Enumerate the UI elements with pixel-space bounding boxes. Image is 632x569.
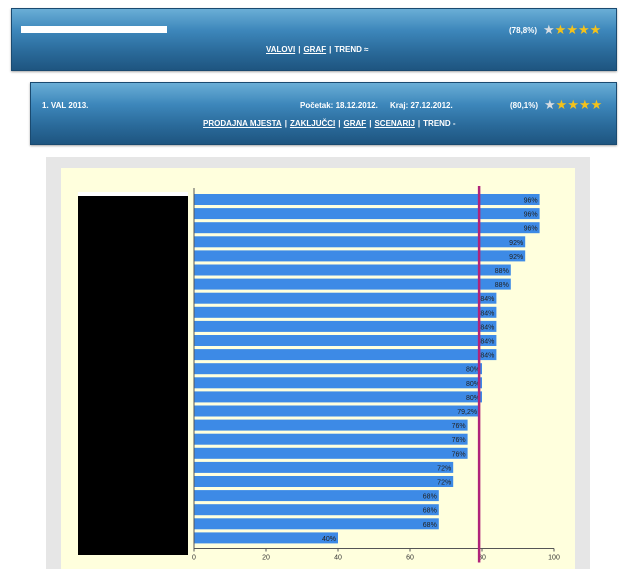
nav-scenarij-link[interactable]: SCENARIJ <box>374 119 415 128</box>
x-tick-label-60: 60 <box>406 555 414 562</box>
bar-8 <box>194 292 497 304</box>
bar-value-label-4: 92% <box>509 240 523 247</box>
bar-value-label-20: 72% <box>437 465 451 472</box>
bar-20 <box>194 461 454 473</box>
bar-21 <box>194 476 454 487</box>
bar-6 <box>194 264 511 276</box>
wave-end-date: Kraj: 27.12.2012. <box>390 101 453 110</box>
bar-18 <box>194 433 468 445</box>
wave-nav: PRODAJNA MJESTA | ZAKLJUČCI | GRAF | SCENARIJ |… <box>203 119 456 128</box>
bar-value-label-18: 76% <box>452 437 466 444</box>
bar-value-label-23: 68% <box>423 508 437 515</box>
wave-rating-value: (80,1%) <box>510 101 539 110</box>
bar-value-label-10: 84% <box>480 324 494 331</box>
wave-panel: 1. VAL 2013. Početak: 18.12.2012. Kraj: … <box>30 82 617 145</box>
bar-value-label-22: 68% <box>423 494 437 501</box>
bar-chart: 96%96%96%92%92%88%88%84%84%84%84%84%80%8… <box>78 186 560 563</box>
bar-value-label-8: 84% <box>480 296 494 303</box>
nav-trend-label: TREND ≈ <box>334 45 369 54</box>
bar-17 <box>194 419 468 431</box>
bar-12 <box>194 349 497 361</box>
bar-value-label-24: 68% <box>423 522 437 529</box>
x-tick-label-100: 100 <box>548 555 560 562</box>
x-tick-label-20: 20 <box>262 555 270 562</box>
bar-value-label-15: 80% <box>466 395 480 402</box>
chart-container: 96% 96% 96% 92% 92% 88% 88% 84% 84% 84% 84% 84% 80% 8… <box>46 157 590 569</box>
redacted-title <box>21 26 167 33</box>
nav-trend-label: TREND - <box>423 119 456 128</box>
x-axis: 0 20 40 60 80 100 <box>192 186 560 563</box>
bar-series: 96%96%96%92%92%88%88%84%84%84%84%84%80%8… <box>194 194 540 544</box>
bar-2 <box>194 208 540 220</box>
star-empty-icon: ★ <box>544 97 556 112</box>
bar-14 <box>194 377 482 389</box>
star-full-icon: ★ <box>567 97 579 112</box>
bar-16 <box>194 405 480 417</box>
nav-separator: | <box>284 119 287 128</box>
bar-3 <box>194 222 540 234</box>
star-empty-icon: ★ <box>543 22 555 37</box>
nav-zakljucci-link[interactable]: ZAKLJUČCI <box>289 119 336 128</box>
nav-graf-link[interactable]: GRAF <box>303 45 327 54</box>
bar-23 <box>194 504 439 516</box>
bar-value-label-25: 40% <box>322 536 336 543</box>
bar-value-label-12: 84% <box>480 353 494 360</box>
bar-value-label-2: 96% <box>524 212 538 219</box>
bar-value-label-21: 72% <box>437 480 451 487</box>
nav-graf-link[interactable]: GRAF <box>343 119 367 128</box>
redacted-category-labels <box>78 196 188 555</box>
star-full-icon: ★ <box>577 22 590 37</box>
bar-11 <box>194 335 497 346</box>
bar-25 <box>194 532 338 544</box>
bar-value-label-19: 76% <box>452 451 466 458</box>
star-full-icon: ★ <box>590 97 603 112</box>
bar-1 <box>194 194 540 205</box>
label-area-background <box>78 192 188 196</box>
wave-rating-stars: ★★★★★ <box>544 97 603 112</box>
bar-9 <box>194 306 497 318</box>
bar-5 <box>194 250 526 262</box>
overall-rating-value: (78,8%) <box>509 26 538 35</box>
bar-4 <box>194 236 526 248</box>
x-tick-label-80: 80 <box>478 555 486 562</box>
bar-15 <box>194 391 482 403</box>
bar-value-label-9: 84% <box>480 310 494 317</box>
bar-value-label-5: 92% <box>509 254 523 261</box>
overall-rating-panel: (78,8%) ★★★★★ VALOVI | GRAF | TREND ≈ <box>11 8 617 71</box>
star-full-icon: ★ <box>554 22 567 37</box>
nav-separator: | <box>338 119 341 128</box>
nav-prodajna-mjesta-link[interactable]: PRODAJNA MJESTA <box>203 119 282 128</box>
bar-value-label-14: 80% <box>466 381 480 388</box>
wave-start-date: Početak: 18.12.2012. <box>300 101 378 110</box>
bar-7 <box>194 278 511 290</box>
bar-10 <box>194 320 497 332</box>
bar-22 <box>194 490 439 502</box>
bar-value-label-13: 80% <box>466 367 480 374</box>
bar-value-label-7: 88% <box>495 282 509 289</box>
nav-separator: | <box>329 45 332 54</box>
top-nav: VALOVI | GRAF | TREND ≈ <box>266 45 369 54</box>
bar-13 <box>194 363 482 375</box>
chart-plot-area: 96% 96% 96% 92% 92% 88% 88% 84% 84% 84% 84% 84% 80% 8… <box>61 168 575 569</box>
bar-value-label-16: 79,2% <box>457 409 477 416</box>
x-tick-label-40: 40 <box>334 555 342 562</box>
bar-value-label-3: 96% <box>524 226 538 233</box>
wave-label: 1. VAL 2013. <box>42 101 89 110</box>
nav-separator: | <box>369 119 372 128</box>
bar-value-label-1: 96% <box>524 198 538 205</box>
star-full-icon: ★ <box>589 22 602 37</box>
bar-24 <box>194 518 439 530</box>
bar-value-label-6: 88% <box>495 268 509 275</box>
nav-valovi-link[interactable]: VALOVI <box>266 45 296 54</box>
bar-value-label-17: 76% <box>452 423 466 430</box>
overall-rating-stars: ★★★★★ <box>543 22 602 37</box>
nav-separator: | <box>417 119 421 128</box>
bar-19 <box>194 447 468 459</box>
nav-separator: | <box>298 45 301 54</box>
star-full-icon: ★ <box>578 97 591 112</box>
star-full-icon: ★ <box>566 22 578 37</box>
x-tick-label-0: 0 <box>192 555 196 562</box>
star-full-icon: ★ <box>555 97 568 112</box>
bar-value-label-11: 84% <box>480 339 494 346</box>
